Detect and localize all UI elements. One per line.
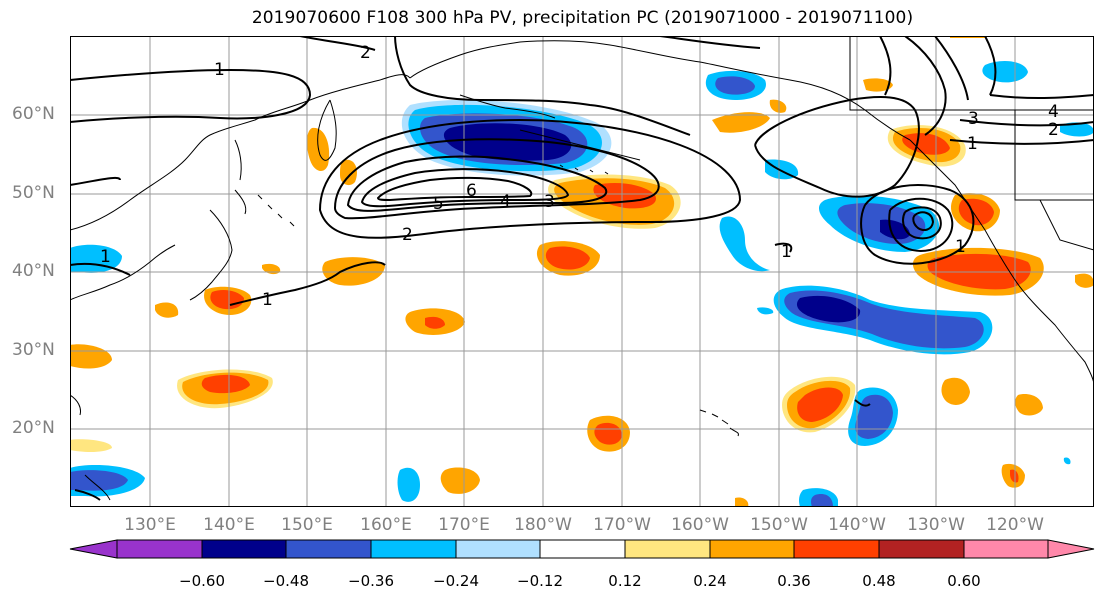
colorbar-tick-label: 0.24 bbox=[693, 572, 727, 590]
lon-label: 170°W bbox=[593, 515, 651, 535]
map-frame bbox=[70, 36, 1094, 507]
colorbar-tick-label: 0.36 bbox=[777, 572, 811, 590]
lat-label: 40°N bbox=[12, 261, 55, 281]
lat-label: 60°N bbox=[12, 104, 55, 124]
contour-label: 1 bbox=[262, 290, 273, 310]
lat-label: 50°N bbox=[12, 183, 55, 203]
contour-label: 4 bbox=[500, 192, 511, 212]
contour-label: 1 bbox=[781, 242, 792, 262]
contour-label: 5 bbox=[433, 194, 444, 214]
contour-label: 4 bbox=[1048, 102, 1059, 122]
contour-label: 2 bbox=[402, 225, 413, 245]
lon-label: 180°W bbox=[514, 515, 572, 535]
contour-label: 1 bbox=[100, 247, 111, 267]
map-title: 2019070600 F108 300 hPa PV, precipitatio… bbox=[251, 8, 914, 28]
colorbar-tick-label: 0.12 bbox=[608, 572, 642, 590]
colorbar-tick-label: 0.48 bbox=[862, 572, 896, 590]
lon-label: 150°W bbox=[750, 515, 808, 535]
gridlines bbox=[70, 36, 1094, 507]
colorbar-extend-low bbox=[69, 539, 118, 559]
lon-label: 130°E bbox=[124, 515, 176, 535]
colorbar-tick-label: 0.60 bbox=[947, 572, 981, 590]
contour-labels: 1 2 1 2 3 4 5 6 1 1 2 3 4 1 1 bbox=[100, 43, 1059, 310]
colorbar-extend-high bbox=[1047, 539, 1095, 559]
lon-label: 120°W bbox=[986, 515, 1044, 535]
contour-label: 2 bbox=[360, 43, 371, 63]
contour-label: 3 bbox=[968, 109, 979, 129]
lon-label: 140°E bbox=[203, 515, 255, 535]
lat-label: 20°N bbox=[12, 418, 55, 438]
lon-label: 170°E bbox=[438, 515, 490, 535]
coastlines bbox=[70, 36, 1094, 501]
colorbar-tick-label: −0.48 bbox=[263, 572, 309, 590]
map-area: 1 2 1 2 3 4 5 6 1 1 2 3 4 1 1 bbox=[70, 36, 1094, 507]
lat-label: 30°N bbox=[12, 340, 55, 360]
lon-label: 140°W bbox=[828, 515, 886, 535]
pv-contours bbox=[70, 36, 1094, 501]
contour-label: 6 bbox=[466, 181, 477, 201]
colorbar-tick-label: −0.36 bbox=[348, 572, 394, 590]
colorbar bbox=[69, 539, 1095, 559]
contour-label: 1 bbox=[214, 60, 225, 80]
contour-label: 1 bbox=[955, 237, 966, 257]
colorbar-tick-label: −0.60 bbox=[179, 572, 225, 590]
lon-label: 160°E bbox=[360, 515, 412, 535]
contour-label: 3 bbox=[544, 192, 555, 212]
colorbar-tick-label: −0.12 bbox=[517, 572, 563, 590]
contour-label: 1 bbox=[967, 134, 978, 154]
lon-label: 130°W bbox=[907, 515, 965, 535]
lon-label: 160°W bbox=[671, 515, 729, 535]
contour-label: 2 bbox=[1048, 120, 1059, 140]
colorbar-tick-label: −0.24 bbox=[433, 572, 479, 590]
lon-label: 150°E bbox=[281, 515, 333, 535]
